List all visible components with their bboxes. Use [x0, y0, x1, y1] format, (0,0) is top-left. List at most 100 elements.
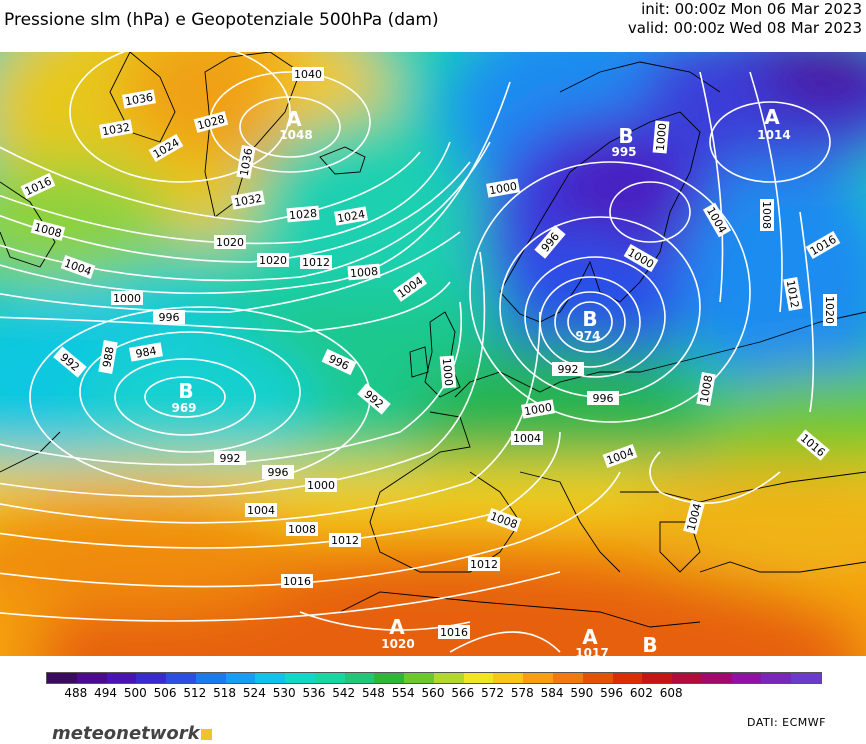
pressure-centers: A 1048 B 995 A 1014 B 974 B 969 A 1020 A…	[171, 105, 790, 656]
color-scale-tick: 596	[600, 686, 624, 700]
map-title: Pressione slm (hPa) e Geopotenziale 500h…	[4, 10, 439, 30]
high-center: A 1020	[381, 615, 414, 651]
color-scale-ticks: 488 494 500 506 512 518 524 530 536 542 548 554 560 5…	[46, 686, 820, 702]
color-scale-tick: 512	[183, 686, 207, 700]
svg-text:B: B	[642, 633, 657, 656]
svg-text:969: 969	[171, 401, 196, 415]
svg-text:B: B	[178, 379, 193, 403]
color-scale-tick: 548	[362, 686, 385, 700]
isobar-label: 1004	[513, 432, 541, 445]
isobar-label: 1008	[288, 523, 316, 536]
color-scale-tick: 518	[213, 686, 237, 700]
color-scale-tick: 566	[451, 686, 475, 700]
low-center: B 969	[171, 379, 196, 415]
color-scale-tick: 584	[540, 686, 564, 700]
color-scale-tick: 578	[510, 686, 534, 700]
isobar-label: 988	[100, 346, 116, 369]
isobar-label: 1004	[247, 504, 275, 517]
isobar-label: 1000	[488, 180, 518, 198]
weather-map: 1040 1040 1036 1032 1028 1024 1016 1008 …	[0, 52, 866, 656]
color-scale-tick: 554	[391, 686, 415, 700]
color-swatch	[136, 673, 167, 683]
color-swatch	[106, 673, 137, 683]
svg-text:1048: 1048	[279, 128, 312, 142]
data-source: DATI: ECMWF	[747, 716, 826, 729]
valid-time: valid: 00:00z Wed 08 Mar 2023	[627, 19, 862, 37]
color-swatch	[553, 673, 583, 683]
color-scale-tick: 560	[421, 686, 445, 700]
color-scale-tick: 572	[481, 686, 504, 700]
color-scale-tick: 500	[123, 686, 147, 700]
color-swatch	[166, 673, 196, 683]
isobar-label: 1028	[289, 207, 318, 222]
isobar-label: 1000	[654, 123, 669, 152]
isobar-label: 1012	[470, 558, 498, 571]
svg-text:A: A	[286, 107, 302, 131]
color-swatch	[761, 673, 792, 683]
isobar-label: 984	[135, 344, 158, 360]
color-swatch	[225, 673, 256, 683]
isobar-label: 1012	[302, 256, 330, 269]
isobar-label: 1008	[350, 265, 379, 280]
isobar-label: 1008	[698, 374, 716, 404]
color-scale-tick: 494	[94, 686, 117, 700]
meteonetwork-logo: meteonetwork	[52, 723, 212, 744]
svg-text:1017: 1017	[575, 646, 608, 656]
high-center: A 1048	[279, 107, 312, 142]
color-swatch	[404, 673, 434, 683]
color-scale-tick: 602	[629, 686, 653, 700]
color-swatch	[612, 673, 643, 683]
color-swatch	[433, 673, 464, 683]
isobar-label: 1024	[336, 208, 366, 226]
svg-text:974: 974	[575, 329, 600, 343]
svg-text:A: A	[764, 105, 780, 129]
color-scale-tick: 542	[332, 686, 356, 700]
isobar-label: 1012	[331, 534, 359, 547]
isobar-label: 992	[220, 452, 241, 465]
isobar-label: 1020	[259, 254, 287, 267]
color-swatch	[76, 673, 107, 683]
low-center: B 995	[611, 124, 636, 159]
color-swatch	[255, 673, 286, 683]
isobar-label: 1020	[216, 236, 244, 249]
isobar-label: 996	[593, 392, 614, 405]
color-swatch	[374, 673, 405, 683]
isobar-label: 1020	[823, 296, 836, 324]
svg-text:1020: 1020	[381, 637, 414, 651]
low-center: B	[642, 633, 657, 656]
color-swatch	[195, 673, 226, 683]
svg-text:1014: 1014	[757, 128, 790, 142]
color-scale	[46, 672, 822, 684]
color-swatch	[731, 673, 762, 683]
svg-text:A: A	[582, 625, 598, 649]
isobars	[0, 52, 831, 653]
isobar-label: 1040	[294, 68, 322, 81]
color-swatch	[523, 673, 554, 683]
low-center: B 974	[575, 307, 600, 343]
isobar-label: 1000	[113, 292, 141, 305]
color-scale-tick: 488	[64, 686, 88, 700]
color-swatch	[701, 673, 732, 683]
isobar-label: 1012	[784, 279, 802, 309]
color-scale-tick: 536	[302, 686, 326, 700]
svg-text:B: B	[618, 124, 633, 148]
isobar-label: 996	[159, 311, 180, 324]
color-swatch	[493, 673, 524, 683]
color-scale-tick: 530	[272, 686, 296, 700]
svg-text:B: B	[582, 307, 597, 331]
color-scale-tick: 590	[570, 686, 594, 700]
color-swatch	[285, 673, 315, 683]
run-info: init: 00:00z Mon 06 Mar 2023 valid: 00:0…	[628, 0, 862, 38]
color-swatch	[582, 673, 613, 683]
isobar-label: 1016	[283, 575, 311, 588]
color-scale-tick: 506	[153, 686, 177, 700]
color-swatch	[642, 673, 673, 683]
high-center: A 1017	[575, 625, 608, 656]
color-swatch	[672, 673, 702, 683]
svg-text:995: 995	[611, 145, 636, 159]
isobar-label: 1000	[523, 401, 553, 419]
isobar-label: 1036	[238, 147, 256, 177]
isobar-label: 1032	[101, 121, 131, 139]
isobar-label: 1008	[760, 201, 773, 229]
isobar-label: 1032	[233, 192, 263, 210]
